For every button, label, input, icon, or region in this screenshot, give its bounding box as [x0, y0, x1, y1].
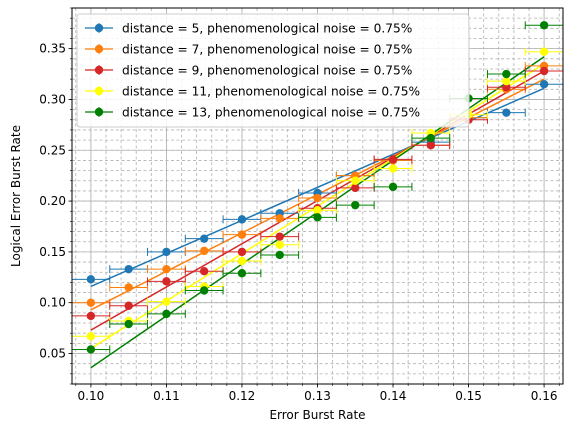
data-point	[237, 269, 247, 278]
data-point	[539, 80, 549, 89]
x-tick-label: 0.10	[78, 389, 105, 403]
legend-label: distance = 11, phenomenological noise = …	[122, 85, 420, 99]
data-point	[539, 66, 549, 76]
data-point	[502, 108, 511, 117]
legend-label: distance = 9, phenomenological noise = 0…	[122, 64, 412, 78]
data-point	[86, 311, 96, 321]
data-point	[539, 21, 549, 30]
data-point	[124, 301, 133, 310]
data-point	[426, 133, 436, 143]
data-point	[313, 213, 322, 222]
data-point	[124, 319, 133, 329]
x-tick-label: 0.16	[531, 389, 558, 403]
data-point	[199, 234, 209, 243]
x-tick-label: 0.15	[455, 389, 482, 403]
data-point	[237, 247, 247, 257]
data-point	[275, 214, 284, 223]
y-tick-label: 0.30	[39, 92, 66, 106]
data-point	[275, 240, 284, 249]
y-tick-label: 0.05	[39, 347, 66, 361]
data-point	[86, 275, 96, 284]
data-point	[502, 69, 511, 79]
data-point	[162, 309, 171, 319]
data-point	[237, 256, 247, 266]
axis-ticks: 0.10 0.11 0.12 0.13 0.14 0.15 0.16 0.05 0.10 0.15…	[39, 7, 560, 403]
x-axis-label: Error Burst Rate	[269, 408, 365, 422]
data-point	[199, 246, 209, 256]
data-point	[275, 232, 284, 241]
data-point	[162, 297, 171, 306]
data-point	[86, 345, 96, 354]
legend-marker	[94, 86, 104, 96]
data-point	[86, 332, 96, 341]
data-point	[237, 215, 247, 224]
x-tick-label: 0.14	[380, 389, 407, 403]
x-tick-label: 0.13	[304, 389, 331, 403]
y-tick-label: 0.25	[39, 143, 66, 157]
data-point	[237, 230, 247, 239]
data-point	[351, 200, 360, 210]
data-point	[162, 277, 171, 286]
y-tick-label: 0.10	[39, 296, 66, 310]
legend-label: distance = 13, phenomenological noise = …	[122, 106, 420, 120]
legend-label: distance = 5, phenomenological noise = 0…	[122, 22, 412, 36]
data-point	[124, 283, 133, 292]
data-point	[162, 264, 171, 274]
data-point	[275, 250, 284, 260]
y-tick-label: 0.35	[39, 42, 66, 56]
legend-box	[76, 13, 470, 128]
data-point	[351, 176, 360, 185]
legend-marker	[94, 107, 104, 117]
legend: distance = 5, phenomenological noise = 0…	[76, 13, 470, 128]
data-markers	[71, 21, 564, 354]
data-point	[124, 264, 133, 274]
data-point	[199, 267, 209, 276]
data-point	[388, 164, 398, 173]
legend-marker	[94, 65, 104, 75]
legend-label: distance = 7, phenomenological noise = 0…	[122, 43, 412, 57]
data-point	[351, 183, 360, 193]
data-point	[313, 206, 322, 215]
data-point	[86, 298, 96, 307]
legend-marker	[94, 23, 104, 33]
x-tick-label: 0.12	[229, 389, 256, 403]
data-point	[426, 140, 436, 150]
y-tick-label: 0.20	[39, 194, 66, 208]
x-tick-label: 0.11	[153, 389, 180, 403]
data-point	[388, 155, 398, 164]
data-point	[313, 193, 322, 203]
data-point	[388, 182, 398, 192]
data-point	[502, 76, 511, 86]
data-point	[162, 247, 171, 257]
data-point	[502, 83, 511, 92]
legend-marker	[94, 44, 104, 54]
data-point	[199, 286, 209, 295]
data-point	[539, 47, 549, 56]
y-tick-label: 0.15	[39, 245, 66, 259]
y-axis-label: Logical Error Burst Rate	[9, 125, 23, 267]
